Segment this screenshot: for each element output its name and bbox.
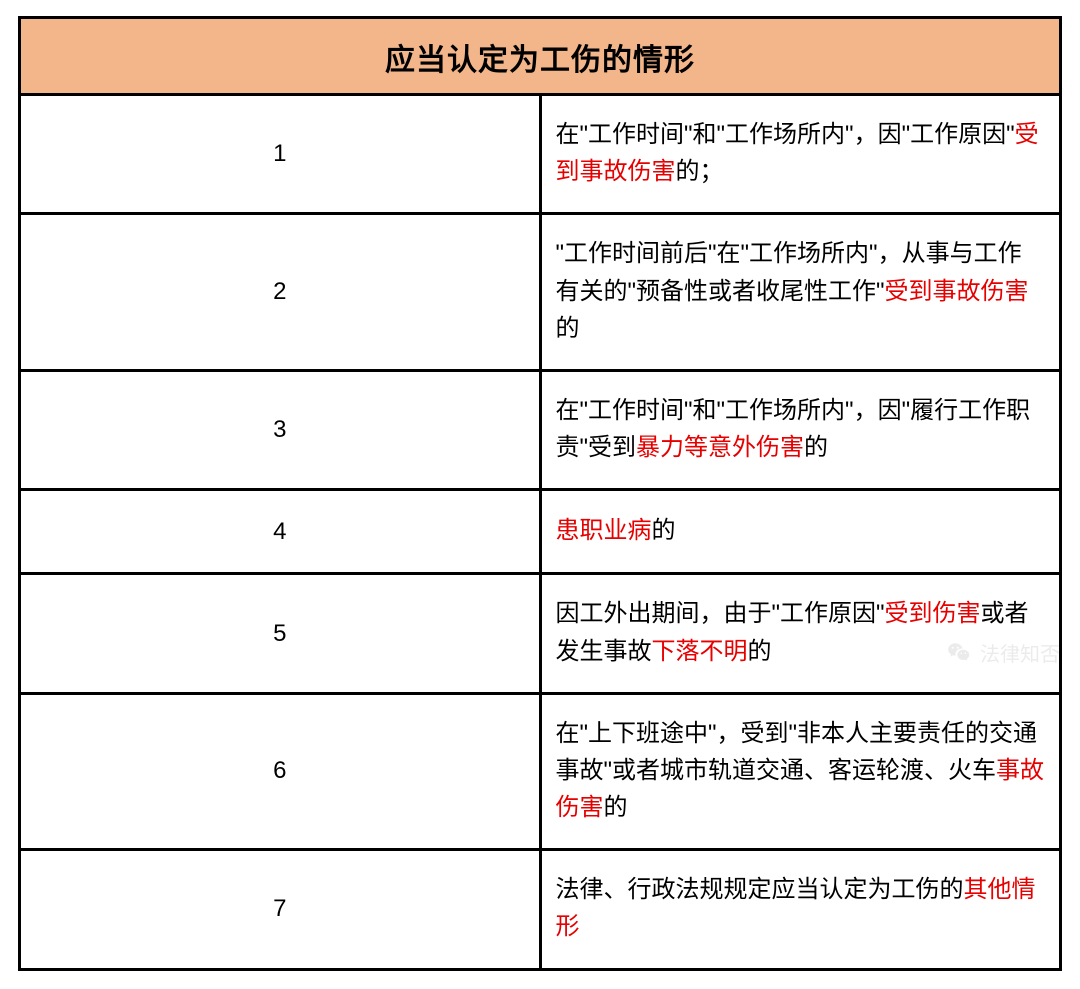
table-row: 4患职业病的 [20,490,1061,574]
table-header: 应当认定为工伤的情形 [20,18,1061,95]
row-number: 1 [20,95,541,214]
table-row: 6在"上下班途中"，受到"非本人主要责任的交通事故"或者城市轨道交通、客运轮渡、… [20,693,1061,850]
table-row: 1在"工作时间"和"工作场所内"，因"工作原因"受到事故伤害的； [20,95,1061,214]
plain-text: 的 [748,638,772,665]
highlight-text: 受到事故伤害 [885,278,1029,305]
row-content: 在"工作时间"和"工作场所内"，因"工作原因"受到事故伤害的； [540,95,1061,214]
plain-text: 的 [556,315,580,342]
plain-text: 的； [676,158,724,185]
row-content: 法律、行政法规规定应当认定为工伤的其他情形 [540,850,1061,969]
table-body: 应当认定为工伤的情形1在"工作时间"和"工作场所内"，因"工作原因"受到事故伤害… [20,18,1061,970]
table-row: 5因工外出期间，由于"工作原因"受到伤害或者发生事故下落不明的 [20,574,1061,693]
plain-text: 的 [652,517,676,544]
plain-text: 在"上下班途中"，受到"非本人主要责任的交通事故"或者城市轨道交通、客运轮渡、火… [556,720,1038,784]
plain-text: 法律、行政法规规定应当认定为工伤的 [556,876,964,903]
row-number: 5 [20,574,541,693]
table-row: 7法律、行政法规规定应当认定为工伤的其他情形 [20,850,1061,969]
plain-text: 在"工作时间"和"工作场所内"，因"工作原因" [556,121,1015,148]
row-content: 在"工作时间"和"工作场所内"，因"履行工作职责"受到暴力等意外伤害的 [540,370,1061,489]
plain-text: 因工外出期间，由于"工作原因" [556,600,885,627]
highlight-text: 受到伤害 [885,600,981,627]
row-number: 7 [20,850,541,969]
table-container: 应当认定为工伤的情形1在"工作时间"和"工作场所内"，因"工作原因"受到事故伤害… [0,0,1080,989]
work-injury-table: 应当认定为工伤的情形1在"工作时间"和"工作场所内"，因"工作原因"受到事故伤害… [18,16,1062,971]
highlight-text: 暴力等意外伤害 [636,434,804,461]
row-content: 在"上下班途中"，受到"非本人主要责任的交通事故"或者城市轨道交通、客运轮渡、火… [540,693,1061,850]
table-row: 3在"工作时间"和"工作场所内"，因"履行工作职责"受到暴力等意外伤害的 [20,370,1061,489]
row-content: "工作时间前后"在"工作场所内"，从事与工作有关的"预备性或者收尾性工作"受到事… [540,214,1061,371]
highlight-text: 患职业病 [556,517,652,544]
table-row: 2"工作时间前后"在"工作场所内"，从事与工作有关的"预备性或者收尾性工作"受到… [20,214,1061,371]
row-number: 2 [20,214,541,371]
plain-text: 的 [604,794,628,821]
row-number: 4 [20,490,541,574]
highlight-text: 下落不明 [652,638,748,665]
row-number: 6 [20,693,541,850]
row-number: 3 [20,370,541,489]
plain-text: 的 [804,434,828,461]
row-content: 因工外出期间，由于"工作原因"受到伤害或者发生事故下落不明的 [540,574,1061,693]
row-content: 患职业病的 [540,490,1061,574]
